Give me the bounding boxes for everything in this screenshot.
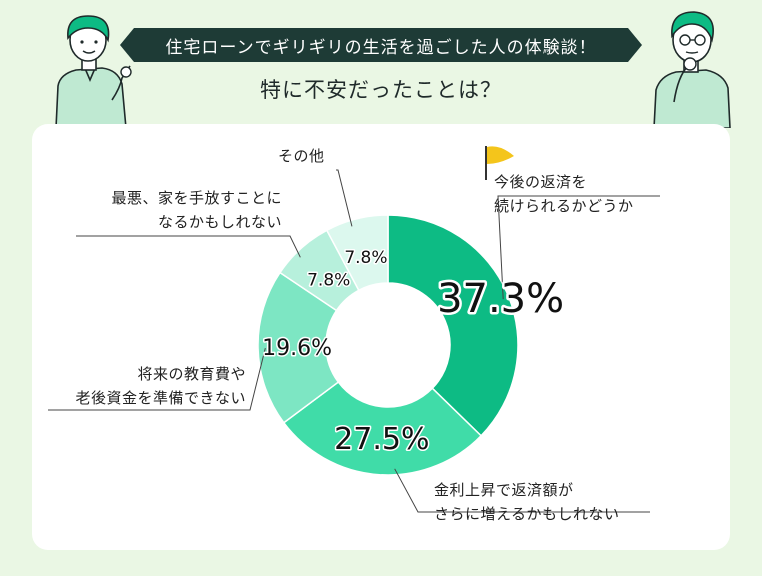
leader-line-0 <box>497 195 660 300</box>
donut-slice-2 <box>257 271 340 424</box>
question-heading: 特に不安だったことは？ <box>260 78 502 102</box>
donut-slice-1 <box>282 381 483 476</box>
value-label-3: 7.8% <box>307 271 350 291</box>
value-label-1: 27.5% <box>334 422 429 457</box>
label-slice-2-line1: 将来の教育費や <box>137 365 246 383</box>
title-banner: 住宅ローンでギリギリの生活を過ごした人の体験談！ <box>120 28 642 62</box>
person-pointing-icon <box>55 15 132 128</box>
label-slice-3-line2: なるかもしれない <box>157 213 282 231</box>
label-slice-0: 今後の返済を 続けられるかどうか <box>494 170 634 218</box>
label-slice-2-line2: 老後資金を準備できない <box>75 389 246 407</box>
value-label-0: 37.3% <box>437 276 564 322</box>
label-slice-3: 最悪、家を手放すことに なるかもしれない <box>60 186 282 234</box>
leader-line-3 <box>76 235 301 258</box>
label-slice-0-line1: 今後の返済を <box>494 173 588 191</box>
donut-slice-0 <box>387 214 519 437</box>
leader-line-1 <box>394 468 650 513</box>
label-slice-1: 金利上昇で返済額が さらに増えるかもしれない <box>434 478 620 526</box>
label-slice-0-line2: 続けられるかどうか <box>494 197 634 215</box>
person-thinking-icon <box>653 11 731 128</box>
value-label-4: 7.8% <box>344 248 387 268</box>
label-slice-4-line1: その他 <box>278 147 325 165</box>
donut-slice-4 <box>325 214 389 292</box>
leader-line-4 <box>336 169 353 227</box>
label-slice-2: 将来の教育費や 老後資金を準備できない <box>40 362 246 410</box>
banner-title: 住宅ローンでギリギリの生活を過ごした人の体験談！ <box>165 37 597 58</box>
leader-line-2 <box>48 347 266 411</box>
label-slice-1-line1: 金利上昇で返済額が <box>434 481 574 499</box>
label-slice-4: その他 <box>278 144 325 168</box>
label-slice-3-line1: 最悪、家を手放すことに <box>111 189 282 207</box>
label-slice-1-line2: さらに増えるかもしれない <box>434 505 620 523</box>
flag-icon <box>485 146 514 180</box>
value-label-2: 19.6% <box>262 336 332 361</box>
chart-card <box>32 124 730 550</box>
